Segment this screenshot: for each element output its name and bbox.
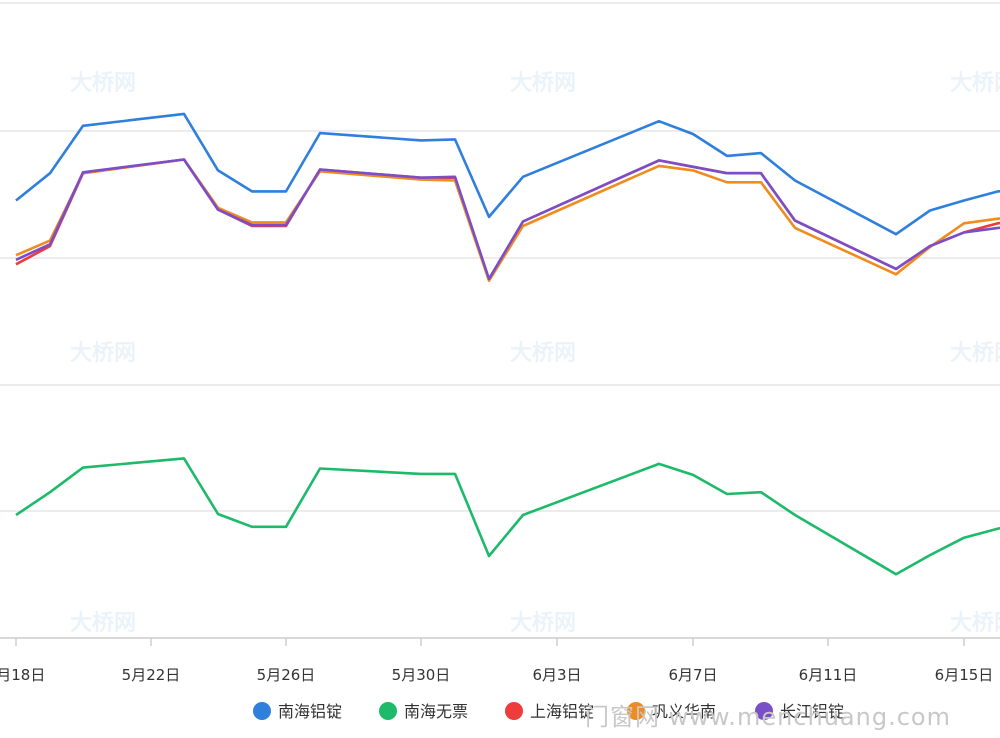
series-lines bbox=[15, 112, 1000, 576]
watermark-text: 大桥网 bbox=[70, 70, 136, 96]
series-line-0 bbox=[15, 112, 1000, 236]
series-line-2 bbox=[15, 158, 1000, 282]
watermark-text: 大桥网 bbox=[510, 340, 576, 366]
x-tick-label: 6月3日 bbox=[532, 666, 581, 684]
x-tick-label: 5月18日 bbox=[0, 666, 45, 684]
legend-label[interactable]: 南海铝锭 bbox=[278, 702, 342, 721]
legend-label[interactable]: 长江铝锭 bbox=[780, 702, 844, 721]
series-line-4 bbox=[15, 158, 1000, 281]
legend-marker[interactable] bbox=[755, 702, 773, 720]
x-tick-label: 5月22日 bbox=[122, 666, 181, 684]
x-tick-label: 5月30日 bbox=[392, 666, 451, 684]
grid-lines bbox=[0, 2, 1000, 512]
x-tick-label: 6月15日 bbox=[935, 666, 994, 684]
watermark-text: 大桥网 bbox=[950, 340, 1000, 366]
watermark-text: 大桥网 bbox=[950, 610, 1000, 636]
legend-marker[interactable] bbox=[627, 702, 645, 720]
x-tick-label: 5月26日 bbox=[257, 666, 316, 684]
watermark-text: 大桥网 bbox=[950, 70, 1000, 96]
legend-marker[interactable] bbox=[505, 702, 523, 720]
series-line-3 bbox=[15, 158, 1000, 283]
x-tick-label: 6月7日 bbox=[668, 666, 717, 684]
x-tick-label: 6月11日 bbox=[799, 666, 858, 684]
legend: 南海铝锭 南海无票 上海铝锭 巩义华南 长江铝锭 bbox=[253, 702, 844, 721]
legend-label[interactable]: 上海铝锭 bbox=[530, 702, 594, 721]
watermark-text: 大桥网 bbox=[70, 340, 136, 366]
watermark-layer: 大桥网大桥网大桥网大桥网大桥网大桥网大桥网大桥网大桥网 bbox=[70, 70, 1000, 636]
legend-label[interactable]: 巩义华南 bbox=[652, 702, 716, 721]
site-watermark: 门窗网 www.menchuang.com bbox=[585, 703, 951, 731]
watermark-text: 大桥网 bbox=[510, 70, 576, 96]
x-axis: 5月18日 5月22日 5月26日 5月30日 6月3日 6月7日 6月11日 6月15日 bbox=[0, 637, 1000, 684]
legend-marker[interactable] bbox=[379, 702, 397, 720]
series-line-1 bbox=[15, 457, 1000, 576]
legend-label[interactable]: 南海无票 bbox=[404, 702, 468, 721]
legend-marker[interactable] bbox=[253, 702, 271, 720]
watermark-text: 大桥网 bbox=[510, 610, 576, 636]
watermark-text: 大桥网 bbox=[70, 610, 136, 636]
